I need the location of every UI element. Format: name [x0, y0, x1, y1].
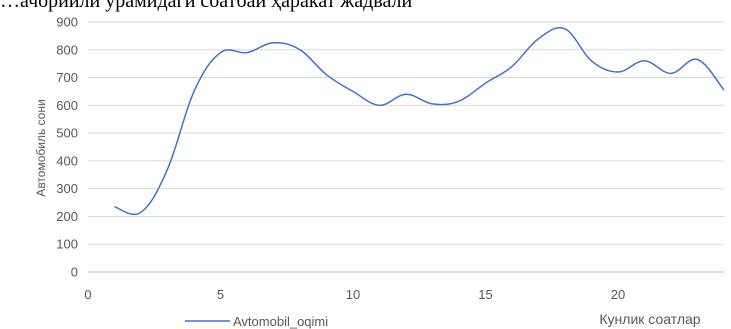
y-tick-label: 900	[56, 15, 78, 30]
y-tick-label: 500	[56, 126, 78, 141]
y-tick-label: 400	[56, 153, 78, 168]
y-tick-label: 200	[56, 209, 78, 224]
x-tick-label: 15	[478, 287, 492, 302]
series-line-0	[114, 27, 725, 216]
y-tick-label: 0	[71, 265, 78, 280]
x-tick-label: 0	[84, 287, 91, 302]
x-axis-title: Кунлик соатлар	[599, 311, 700, 327]
x-tick-labels: 0 5 10 15 20	[84, 287, 625, 302]
legend: Avtomobil_oqimi	[185, 314, 328, 329]
y-tick-labels: 0 100 200 300 400 500 600 700 800 900	[56, 15, 78, 280]
y-tick-label: 300	[56, 181, 78, 196]
x-tick-label: 10	[346, 287, 360, 302]
x-tick-label: 20	[611, 287, 625, 302]
y-axis-title: Автомобиль сони	[34, 99, 48, 196]
legend-label-series-0: Avtomobil_oqimi	[233, 314, 328, 329]
series-lines	[114, 27, 725, 216]
gridlines	[88, 21, 724, 273]
x-tick-label: 5	[217, 287, 224, 302]
y-tick-label: 800	[56, 42, 78, 57]
y-tick-label: 100	[56, 237, 78, 252]
y-tick-label: 600	[56, 98, 78, 113]
header-partial-text: …ачорийли ўрамидаги соатбай ҳаракат жадв…	[0, 0, 413, 12]
y-tick-label: 700	[56, 70, 78, 85]
